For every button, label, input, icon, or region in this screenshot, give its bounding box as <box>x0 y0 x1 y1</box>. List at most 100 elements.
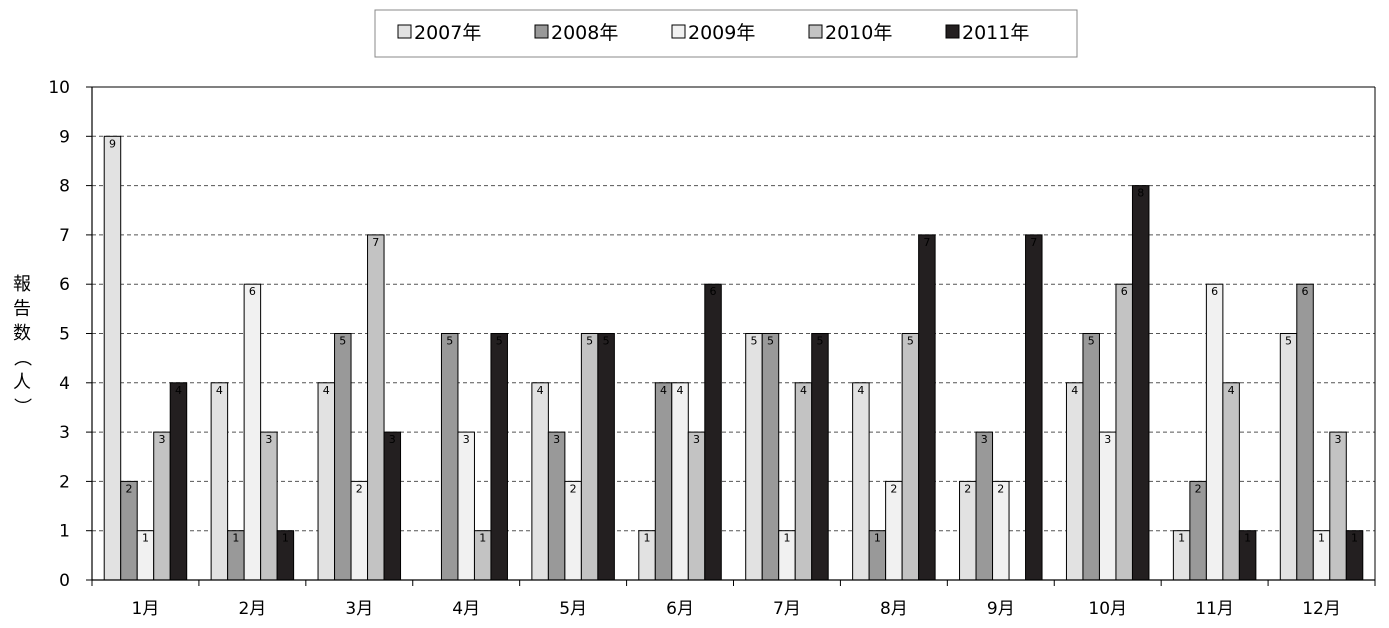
y-tick-label: 0 <box>59 571 70 591</box>
x-tick-label: 7月 <box>773 599 801 619</box>
y-tick-label: 4 <box>59 374 70 394</box>
legend: 2007年 2008年 2009年 2010年 2011年 <box>374 9 1078 58</box>
bar-data-label: 4 <box>1228 384 1235 397</box>
bar <box>367 234 385 581</box>
bar <box>383 431 402 581</box>
bar-data-label: 5 <box>750 335 757 348</box>
bar-data-label: 1 <box>1178 532 1185 545</box>
x-tick-label: 8月 <box>880 599 908 619</box>
bar <box>547 431 566 581</box>
bar <box>1065 382 1084 581</box>
bar-data-label: 5 <box>1088 335 1095 348</box>
bar-data-label: 4 <box>216 384 223 397</box>
gridlines <box>92 86 1375 532</box>
legend-box <box>374 9 1078 58</box>
bar-data-label: 3 <box>553 433 560 446</box>
legend-swatch <box>534 24 549 39</box>
bar-data-label: 1 <box>874 532 881 545</box>
bar-data-label: 6 <box>1211 285 1218 298</box>
bar-data-label: 3 <box>693 433 700 446</box>
bar <box>992 480 1010 581</box>
y-tick-label: 2 <box>59 472 70 492</box>
bar <box>210 382 229 581</box>
bar-data-label: 3 <box>1104 433 1111 446</box>
bar <box>1115 283 1133 581</box>
bar-data-label: 4 <box>660 384 667 397</box>
bar-data-label: 5 <box>1285 335 1292 348</box>
bar-data-label: 1 <box>644 532 651 545</box>
bar <box>975 431 994 581</box>
bar-data-label: 5 <box>496 335 503 348</box>
bar-data-label: 2 <box>1195 482 1202 495</box>
bar-data-label: 5 <box>586 335 593 348</box>
x-tick-label: 3月 <box>345 599 373 619</box>
bar-data-label: 9 <box>109 137 116 150</box>
bar-data-label: 5 <box>603 335 610 348</box>
legend-label: 2007年 <box>414 22 481 44</box>
bar-data-label: 3 <box>265 433 272 446</box>
bar-data-label: 2 <box>356 482 363 495</box>
bar <box>1296 283 1314 581</box>
bar-data-label: 4 <box>537 384 544 397</box>
bar-data-label: 4 <box>175 384 182 397</box>
bar-data-label: 2 <box>890 482 897 495</box>
bar-data-label: 1 <box>282 532 289 545</box>
legend-label: 2011年 <box>962 22 1029 44</box>
bar <box>1098 431 1117 581</box>
bar <box>260 431 278 581</box>
bar-data-label: 2 <box>125 482 132 495</box>
bar-data-label: 5 <box>816 335 823 348</box>
bar <box>885 480 903 581</box>
bar-data-label: 7 <box>1030 236 1037 249</box>
bar <box>153 431 171 581</box>
bar-data-label: 6 <box>1302 285 1309 298</box>
y-tick-label: 6 <box>59 275 70 295</box>
x-tick-label: 9月 <box>987 599 1015 619</box>
bar <box>440 333 459 581</box>
bar <box>120 480 138 581</box>
bar-data-label: 2 <box>964 482 971 495</box>
bar <box>1189 480 1207 581</box>
bar <box>901 333 920 581</box>
bar-data-label: 2 <box>997 482 1004 495</box>
legend-label: 2008年 <box>551 22 618 44</box>
y-axis-label-char: （ <box>11 349 32 367</box>
bar <box>745 333 763 581</box>
bar-data-label: 3 <box>981 433 988 446</box>
x-tick-label: 1月 <box>132 599 160 619</box>
x-tick-label: 6月 <box>666 599 694 619</box>
bar-data-label: 4 <box>677 384 684 397</box>
bar <box>1205 283 1224 581</box>
y-axis-label: 報告数 （ 人 ） <box>11 274 32 416</box>
bar-data-label: 5 <box>446 335 453 348</box>
bar <box>1222 382 1240 581</box>
bar <box>169 382 188 581</box>
legend-label: 2009年 <box>688 22 755 44</box>
bar <box>1329 431 1347 581</box>
bar <box>959 480 977 581</box>
axes: 0 1 2 3 4 5 6 7 8 9 10 1月 2月 3月 4月 5月 6月 7月 8月 9月 10月 11月 12月 <box>48 78 1376 619</box>
bar <box>1279 333 1298 581</box>
x-tick-label: 2月 <box>238 599 266 619</box>
bar <box>531 382 549 581</box>
bar-data-label: 1 <box>1244 532 1251 545</box>
bar-data-label: 7 <box>372 236 379 249</box>
legend-swatch <box>808 24 823 39</box>
bar <box>243 283 262 581</box>
bar-data-label: 4 <box>800 384 807 397</box>
bar-data-label: 1 <box>232 532 239 545</box>
bar-data-label: 8 <box>1137 187 1144 200</box>
bar <box>103 135 122 581</box>
legend-swatch <box>671 24 686 39</box>
bar-data-label: 3 <box>389 433 396 446</box>
bar-data-label: 1 <box>783 532 790 545</box>
bar <box>564 480 582 581</box>
bar-data-label: 5 <box>767 335 774 348</box>
y-axis-label-char: 数 <box>13 323 31 344</box>
bar-data-label: 4 <box>857 384 864 397</box>
x-tick-label: 11月 <box>1195 599 1234 619</box>
bar-data-label: 6 <box>1121 285 1128 298</box>
bar <box>918 234 936 581</box>
y-axis-label-char: 報 <box>13 274 31 295</box>
